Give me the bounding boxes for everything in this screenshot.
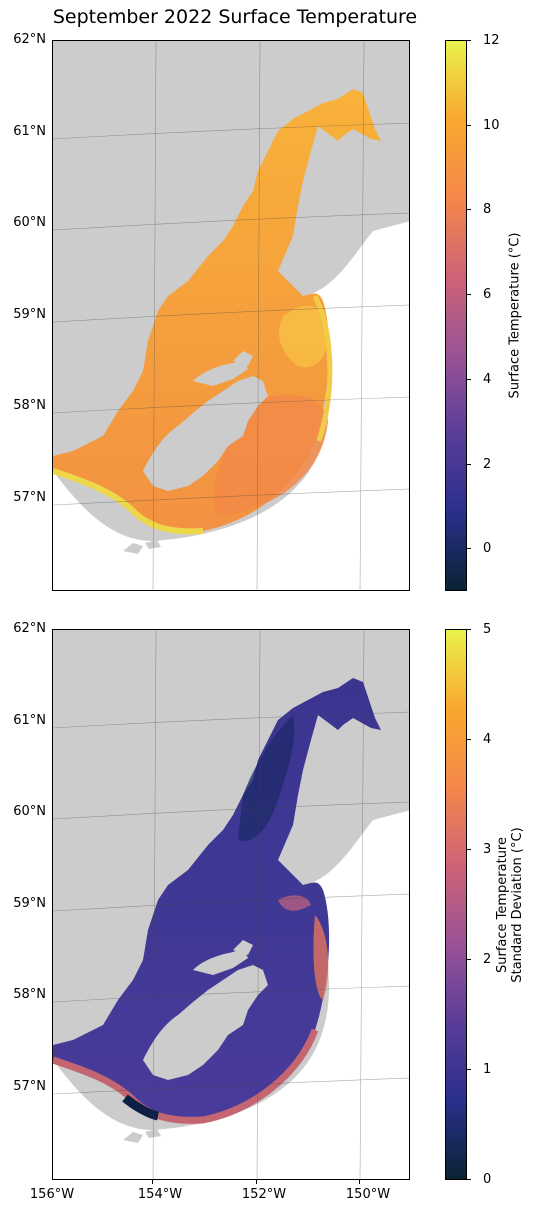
lat-label-60: 60°N	[13, 804, 46, 819]
lat-label-58: 58°N	[13, 987, 46, 1002]
lon-label-152w: 152°W	[241, 1187, 287, 1202]
lon-label-150w: 150°W	[345, 1187, 391, 1202]
std-map	[53, 630, 409, 1179]
colorbar-tick-2: 2	[483, 457, 492, 472]
colorbar-tick-0: 0	[483, 541, 492, 556]
temperature-map-panel	[52, 40, 410, 591]
temperature-colorbar-label: Surface Temperature (°C)	[507, 232, 523, 399]
colorbar-tick-3: 3	[483, 842, 492, 857]
std-colorbar-label-line2: Standard Deviation (°C)	[510, 827, 525, 983]
figure-title: September 2022 Surface Temperature	[52, 6, 418, 28]
std-colorbar	[445, 629, 467, 1180]
lat-label-59: 59°N	[13, 896, 46, 911]
lat-label-59: 59°N	[13, 307, 46, 322]
lat-label-62: 62°N	[13, 32, 46, 47]
std-colorbar-label: Surface Temperature Standard Deviation (…	[495, 815, 525, 995]
temperature-colorbar	[445, 40, 467, 591]
colorbar-tick-5: 5	[483, 622, 492, 637]
std-colorbar-label-line1: Surface Temperature	[495, 837, 510, 974]
colorbar-tick-12: 12	[483, 33, 500, 48]
std-field	[53, 678, 381, 1121]
colorbar-tick-8: 8	[483, 202, 492, 217]
kodiak-island	[143, 965, 268, 1080]
colorbar-tick-2: 2	[483, 952, 492, 967]
std-map-panel	[52, 629, 410, 1180]
colorbar-tick-0: 0	[483, 1172, 492, 1187]
colorbar-tick-6: 6	[483, 287, 492, 302]
graticule	[53, 41, 409, 590]
colorbar-tick-4: 4	[483, 372, 492, 387]
lat-label-61: 61°N	[13, 713, 46, 728]
lat-label-61: 61°N	[13, 124, 46, 139]
lat-label-62: 62°N	[13, 621, 46, 636]
lat-label-57: 57°N	[13, 490, 46, 505]
temperature-map	[53, 41, 409, 590]
lat-label-58: 58°N	[13, 398, 46, 413]
colorbar-tick-1: 1	[483, 1062, 492, 1077]
colorbar-tick-4: 4	[483, 732, 492, 747]
lat-label-60: 60°N	[13, 215, 46, 230]
graticule	[53, 630, 409, 1179]
lon-label-156w: 156°W	[29, 1187, 75, 1202]
kodiak-island	[143, 376, 268, 491]
lat-label-57: 57°N	[13, 1079, 46, 1094]
lon-label-154w: 154°W	[137, 1187, 183, 1202]
colorbar-tick-10: 10	[483, 118, 500, 133]
